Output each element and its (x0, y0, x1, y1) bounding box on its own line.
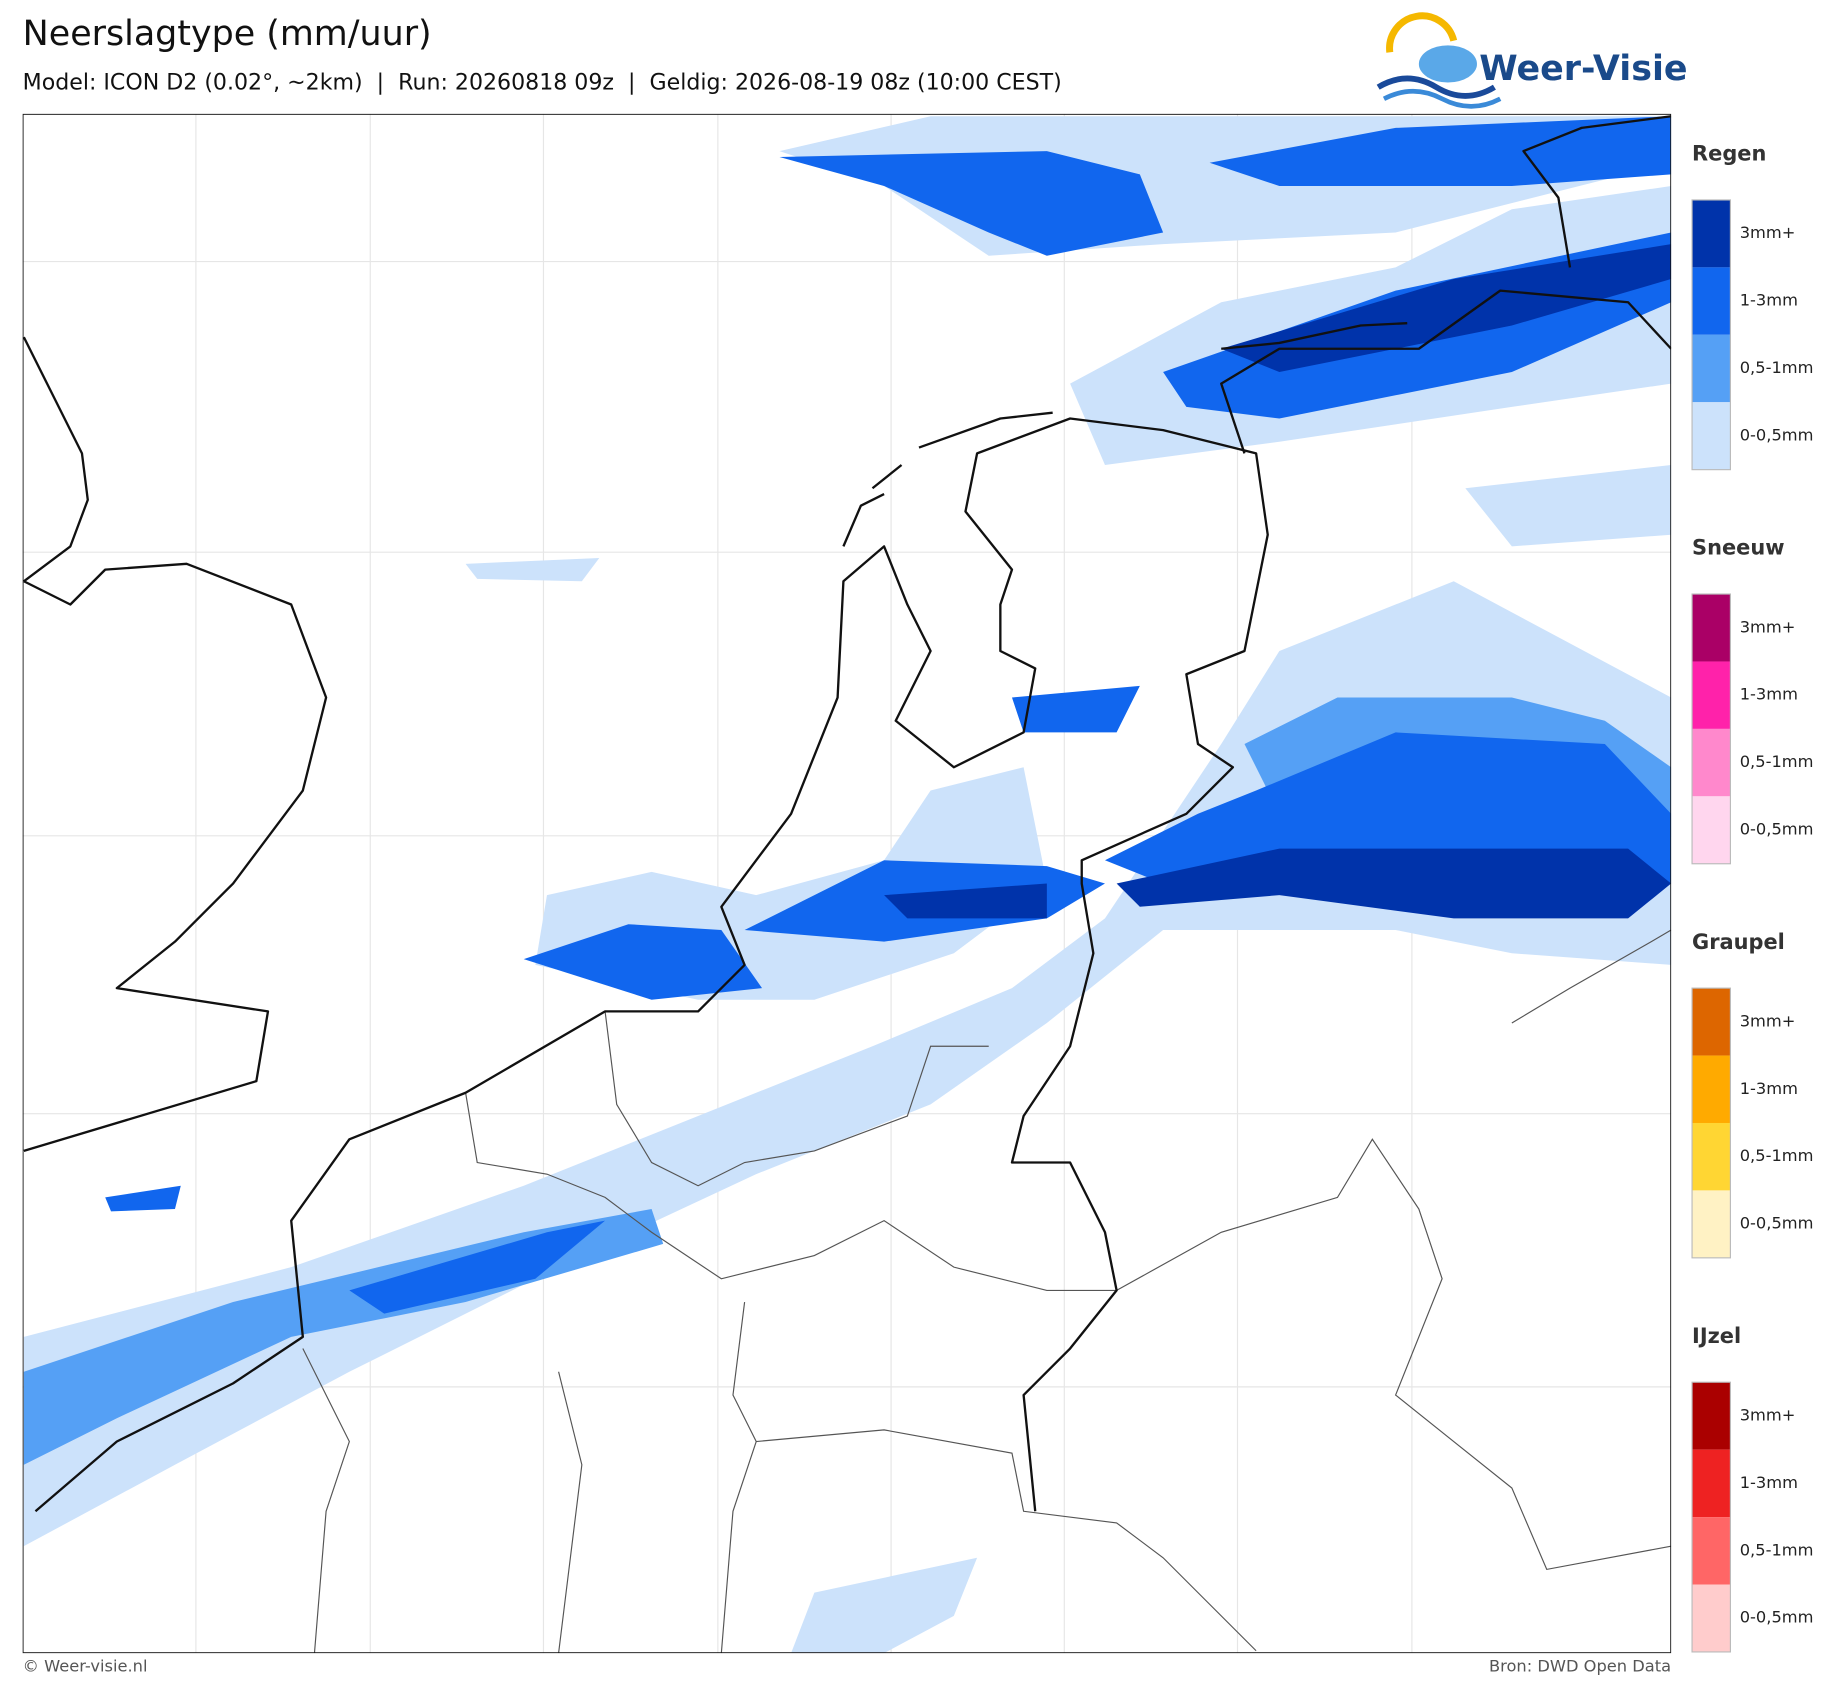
legend-swatch (1692, 199, 1731, 268)
legend-label: 0,5-1mm (1740, 358, 1814, 377)
legend-label: 1-3mm (1740, 1079, 1798, 1098)
legend-swatch (1692, 594, 1731, 662)
logo: Weer-Visie (1376, 12, 1688, 109)
legend: Regen 3mm+ 1-3mm 0,5-1mm 0-0,5mm Sneeuw 3mm+ 1-… (1691, 142, 1814, 1653)
legend-swatch (1692, 267, 1731, 335)
legend-swatch (1692, 1584, 1731, 1652)
legend-label: 1-3mm (1740, 685, 1798, 704)
legend-title: Graupel (1692, 930, 1785, 954)
legend-label: 0,5-1mm (1740, 1146, 1814, 1165)
legend-label: 1-3mm (1740, 291, 1798, 310)
logo-text: Weer-Visie (1479, 49, 1687, 89)
legend-title: Sneeuw (1692, 536, 1785, 560)
legend-label: 1-3mm (1740, 1473, 1798, 1492)
legend-swatch (1692, 1122, 1731, 1191)
legend-frame (1691, 593, 1731, 865)
legend-swatch (1692, 1190, 1731, 1258)
legend-swatch (1692, 1382, 1731, 1450)
legend-label: 3mm+ (1740, 617, 1796, 636)
legend-label: 0-0,5mm (1740, 1214, 1814, 1233)
legend-label: 3mm+ (1740, 223, 1796, 242)
borders (302, 929, 1672, 1654)
subtitle: Model: ICON D2 (0.02°, ~2km) | Run: 2026… (23, 71, 1062, 96)
legend-swatch (1692, 1517, 1731, 1585)
legend-title: IJzel (1692, 1324, 1741, 1348)
map (22, 113, 1672, 1654)
legend-swatch (1692, 1055, 1731, 1123)
legend-title: Regen (1692, 142, 1766, 166)
legend-label: 0-0,5mm (1740, 820, 1814, 839)
footer-right: Bron: DWD Open Data (1489, 1657, 1671, 1676)
legend-frame (1691, 1381, 1731, 1653)
legend-label: 0,5-1mm (1740, 752, 1814, 771)
legend-swatch (1692, 988, 1731, 1056)
legend-swatch (1692, 402, 1731, 470)
legend-swatch (1692, 1449, 1731, 1518)
precipitation (23, 116, 1672, 1654)
legend-label: 3mm+ (1740, 1405, 1796, 1424)
title: Neerslagtype (mm/uur) (23, 14, 432, 54)
legend-swatch (1692, 796, 1731, 864)
legend-label: 3mm+ (1740, 1011, 1796, 1030)
legend-swatch (1692, 661, 1731, 729)
legend-label: 0-0,5mm (1740, 1608, 1814, 1627)
legend-label: 0-0,5mm (1740, 425, 1814, 444)
legend-frame (1691, 987, 1731, 1259)
legend-frame (1691, 199, 1731, 471)
coastlines (22, 115, 1672, 1513)
legend-swatch (1692, 334, 1731, 403)
footer-left: © Weer-visie.nl (23, 1657, 148, 1676)
legend-swatch (1692, 728, 1731, 797)
legend-label: 0,5-1mm (1740, 1540, 1814, 1559)
